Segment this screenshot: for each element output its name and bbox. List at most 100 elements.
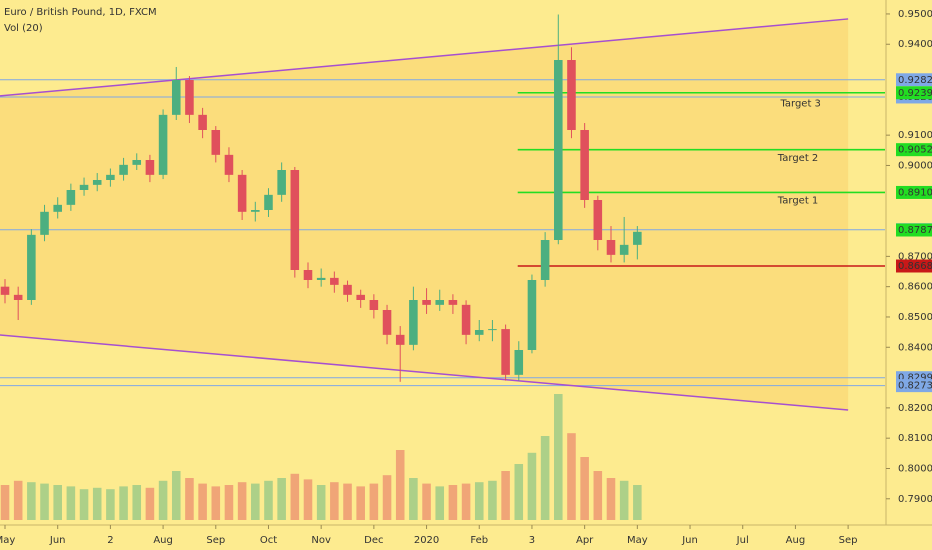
volume-bar bbox=[264, 480, 273, 520]
target-label: Target 2 bbox=[777, 153, 818, 164]
price-label-box bbox=[896, 259, 932, 273]
candle-body bbox=[580, 130, 589, 200]
volume-bar bbox=[316, 485, 326, 520]
channel-fill bbox=[0, 18, 849, 411]
price-label-box bbox=[896, 223, 932, 237]
volume-bar bbox=[277, 478, 286, 520]
price-label-box bbox=[896, 86, 932, 100]
price-label-box bbox=[896, 379, 932, 393]
price-label: 0.82996 bbox=[898, 373, 932, 384]
candle-body bbox=[79, 184, 89, 190]
x-tick-label: Aug bbox=[153, 535, 173, 546]
candle-body bbox=[395, 334, 405, 345]
volume-bar bbox=[567, 433, 576, 520]
volume-bar bbox=[198, 483, 207, 520]
candle-body bbox=[0, 286, 10, 295]
volume-bar bbox=[435, 486, 445, 520]
volume-bar bbox=[237, 482, 247, 520]
target-label: Target 3 bbox=[779, 98, 820, 109]
candle-body bbox=[158, 114, 168, 175]
candle-body bbox=[277, 170, 286, 195]
trend-line bbox=[0, 334, 849, 411]
candle-body bbox=[554, 60, 563, 240]
candle-body bbox=[316, 277, 326, 280]
candle-body bbox=[264, 194, 273, 210]
volume-bar bbox=[40, 483, 49, 520]
x-tick-label: Jun bbox=[49, 535, 66, 546]
x-tick-label: Feb bbox=[470, 535, 488, 546]
x-tick-label: Apr bbox=[576, 535, 594, 546]
volume-bar bbox=[540, 436, 550, 520]
volume-bar bbox=[66, 486, 76, 520]
candle-body bbox=[409, 300, 418, 345]
target-label: Target 1 bbox=[777, 195, 818, 206]
x-tick-label: Aug bbox=[786, 535, 806, 546]
candle-body bbox=[461, 304, 471, 335]
volume-bar bbox=[119, 486, 128, 520]
candle-body bbox=[514, 350, 524, 375]
x-tick-label: 2020 bbox=[414, 535, 439, 546]
candle-body bbox=[330, 277, 339, 285]
price-label-box bbox=[896, 185, 932, 199]
volume-bar bbox=[211, 486, 221, 520]
candle-body bbox=[448, 300, 458, 305]
candle-body bbox=[303, 270, 313, 280]
x-tick-label: May bbox=[0, 535, 15, 546]
volume-bar bbox=[422, 483, 431, 520]
candle-body bbox=[145, 160, 155, 175]
candle-body bbox=[501, 329, 510, 375]
volume-bar bbox=[606, 478, 616, 520]
volume-bar bbox=[395, 450, 405, 520]
volume-bar bbox=[224, 485, 234, 520]
candle-body bbox=[27, 234, 36, 300]
volume-bar bbox=[303, 479, 313, 520]
candle-body bbox=[488, 329, 497, 331]
x-tick-label: Nov bbox=[311, 535, 331, 546]
price-label: 0.92399 bbox=[898, 88, 932, 99]
candle-body bbox=[633, 231, 642, 245]
trend-line bbox=[0, 18, 849, 97]
candle-body bbox=[224, 154, 234, 175]
candle-body bbox=[593, 200, 603, 240]
candle-body bbox=[619, 244, 629, 255]
candle-body bbox=[237, 174, 247, 212]
price-label-box bbox=[896, 143, 932, 157]
volume-bar bbox=[330, 482, 339, 520]
x-tick-label: Jun bbox=[681, 535, 698, 546]
x-tick-label: 3 bbox=[529, 535, 535, 546]
volume-bar bbox=[27, 482, 36, 520]
study-label: Vol (20) bbox=[4, 23, 43, 34]
volume-bar bbox=[448, 485, 458, 520]
price-label-box bbox=[896, 73, 932, 87]
volume-bar bbox=[106, 489, 115, 520]
x-tick-label: 2 bbox=[107, 535, 113, 546]
price-label: 0.87870 bbox=[898, 225, 932, 236]
volume-bar bbox=[554, 394, 563, 520]
candle-body bbox=[369, 300, 379, 310]
x-tick-label: Dec bbox=[364, 535, 383, 546]
candle-body bbox=[40, 211, 49, 235]
volume-bar bbox=[251, 483, 260, 520]
volume-bar bbox=[409, 478, 418, 520]
candle-body bbox=[435, 300, 445, 305]
volume-bar bbox=[13, 480, 23, 520]
candle-body bbox=[13, 294, 23, 300]
candle-body bbox=[66, 190, 76, 205]
volume-bar bbox=[369, 483, 379, 520]
volume-bar bbox=[185, 478, 194, 520]
volume-bar bbox=[501, 471, 510, 520]
candle-body bbox=[185, 80, 194, 115]
x-tick-label: May bbox=[627, 535, 648, 546]
volume-bar bbox=[382, 475, 392, 520]
volume-bar bbox=[145, 487, 155, 520]
price-label: 0.92828 bbox=[898, 75, 932, 86]
candle-body bbox=[119, 164, 128, 175]
price-label: 0.86682 bbox=[898, 261, 932, 272]
candle-body bbox=[422, 300, 431, 305]
